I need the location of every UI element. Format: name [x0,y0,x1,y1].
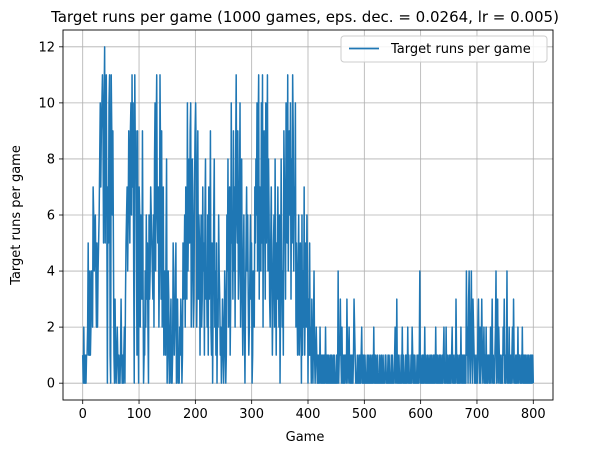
x-tick-label: 700 [465,407,490,422]
x-axis-label: Game [286,430,325,445]
x-axis-ticks: 0 100 200 300 400 500 600 700 800 [79,400,546,422]
x-tick-label: 100 [127,407,152,422]
legend-label: Target runs per game [390,42,531,57]
legend: Target runs per game [340,35,548,63]
chart-title: Target runs per game (1000 games, eps. d… [50,8,559,26]
x-tick-label: 200 [183,407,208,422]
y-tick-label: 10 [38,96,55,111]
y-tick-label: 8 [47,152,55,167]
x-tick-label: 300 [239,407,264,422]
plot-area [81,46,535,384]
y-axis-ticks: 0 2 4 6 8 10 12 [38,40,63,392]
y-tick-label: 2 [47,321,55,336]
x-tick-label: 0 [79,407,87,422]
y-tick-label: 0 [47,377,55,392]
y-tick-label: 4 [47,265,55,280]
x-tick-label: 500 [352,407,377,422]
x-tick-label: 600 [408,407,433,422]
y-axis-label: Target runs per game [9,145,24,286]
y-tick-label: 6 [47,209,55,224]
y-tick-label: 12 [38,40,55,55]
x-tick-label: 400 [296,407,321,422]
legend-box [340,35,548,63]
x-tick-label: 800 [521,407,546,422]
series-line-0 [81,46,535,384]
